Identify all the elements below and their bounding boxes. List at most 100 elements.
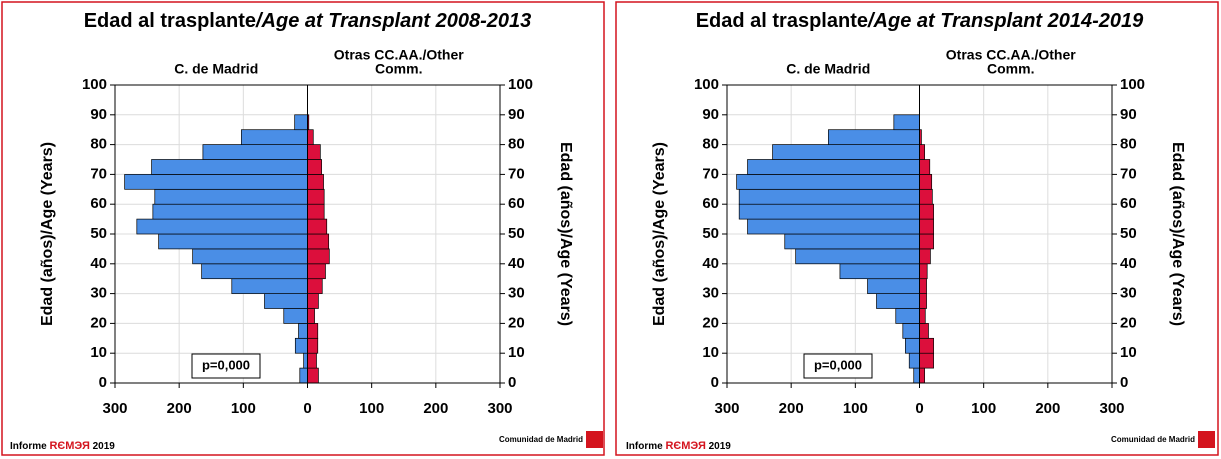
y-tick-label: 0 (711, 374, 719, 391)
footer: Informe RЄMЭЯ 2019 (626, 440, 731, 452)
y2-tick-label: 30 (508, 285, 525, 302)
footer-year: 2019 (709, 441, 732, 452)
bar (919, 337, 934, 354)
bar (738, 188, 920, 205)
bar (307, 337, 319, 354)
y2-tick-label: 0 (1120, 374, 1128, 391)
x-tick-label: 300 (487, 400, 512, 417)
y2-tick-label: 20 (1120, 314, 1137, 331)
bar (307, 323, 319, 339)
y-tick-label: 80 (90, 136, 107, 153)
x-tick-label: 200 (779, 400, 804, 417)
x-tick-label: 200 (167, 400, 192, 417)
y2-tick-label: 0 (508, 374, 516, 391)
bar (784, 233, 920, 250)
annotation: p=0,000 (202, 357, 250, 372)
y-axis-title: Edad (años)/Age (Years) (39, 142, 56, 326)
y2-tick-label: 70 (1120, 165, 1137, 182)
bar (919, 293, 927, 309)
bar (151, 159, 308, 175)
x-tick-label: 100 (971, 400, 996, 417)
bar (307, 308, 315, 324)
y-tick-label: 0 (99, 374, 107, 391)
bar (192, 248, 308, 265)
y2-tick-label: 60 (508, 195, 525, 212)
bar (307, 248, 330, 265)
y-tick-label: 70 (90, 165, 107, 182)
y2-tick-label: 10 (508, 344, 525, 361)
bar (283, 308, 308, 324)
chart-title: Edad al trasplante/Age at Transplant 200… (84, 10, 532, 32)
chart-title: Edad al trasplante/Age at Transplant 201… (696, 10, 1144, 32)
legend-label: C. de Madrid (786, 61, 870, 77)
bar (307, 352, 317, 369)
bar (154, 188, 308, 205)
footer-brand: RЄMЭЯ (49, 440, 89, 452)
bar (136, 218, 308, 235)
y-tick-label: 90 (90, 106, 107, 123)
y2-tick-label: 50 (508, 225, 525, 242)
x-tick-label: 300 (714, 400, 739, 417)
bar (919, 233, 934, 250)
bar (307, 233, 330, 250)
annotation: p=0,000 (814, 357, 862, 372)
y-tick-label: 40 (702, 255, 719, 272)
y2-tick-label: 30 (1120, 285, 1137, 302)
bar (736, 174, 920, 190)
legend-label: Comm. (987, 61, 1034, 77)
y-tick-label: 60 (702, 195, 719, 212)
y2-tick-label: 80 (1120, 136, 1137, 153)
y-axis-title: Edad (años)/Age (Years) (651, 142, 668, 326)
y2-tick-label: 10 (1120, 344, 1137, 361)
x-tick-label: 200 (423, 400, 448, 417)
bar (919, 278, 927, 294)
footer: Informe RЄMЭЯ 2019 (10, 440, 115, 452)
y2-tick-label: 40 (508, 255, 525, 272)
y2-axis-title: Edad (años)/Age (Years) (1169, 142, 1186, 326)
bar (298, 323, 308, 339)
x-tick-label: 0 (303, 400, 311, 417)
y2-axis-title: Edad (años)/Age (Years) (557, 142, 574, 326)
bar (772, 144, 920, 160)
bar (919, 174, 933, 190)
bar (893, 114, 920, 131)
panel-frame (1, 1, 605, 456)
bar (307, 263, 326, 280)
bar (919, 308, 926, 324)
legend-label: C. de Madrid (174, 61, 258, 77)
logo-flag (586, 431, 603, 448)
bar (124, 174, 308, 190)
bar (919, 218, 934, 235)
title-main: Edad al trasplante (696, 10, 868, 32)
bar (231, 278, 308, 294)
bar (158, 233, 308, 250)
y-tick-label: 80 (702, 136, 719, 153)
bar (828, 129, 920, 145)
legend-label: Otras CC.AA./Other (946, 47, 1076, 63)
bar (919, 203, 934, 220)
y-tick-label: 20 (90, 314, 107, 331)
bar (919, 367, 925, 384)
bar (919, 263, 928, 280)
bar (307, 203, 325, 220)
bar (867, 278, 920, 294)
annotation-box (191, 353, 261, 379)
y-tick-label: 30 (90, 285, 107, 302)
x-tick-label: 100 (843, 400, 868, 417)
y-tick-label: 20 (702, 314, 719, 331)
bar (307, 293, 319, 309)
title-italic: /Age at Transplant 2014-2019 (867, 10, 1144, 32)
y2-tick-label: 20 (508, 314, 525, 331)
footer-prefix: Informe (626, 441, 663, 452)
bar (738, 203, 920, 220)
bar (202, 144, 308, 160)
y2-tick-label: 80 (508, 136, 525, 153)
annotation-box (803, 353, 873, 379)
y-tick-label: 100 (694, 76, 719, 93)
bar (307, 174, 324, 190)
bar (919, 352, 934, 369)
panel-frame (615, 1, 1219, 456)
legend-label: Comm. (375, 61, 422, 77)
bar (201, 263, 308, 280)
